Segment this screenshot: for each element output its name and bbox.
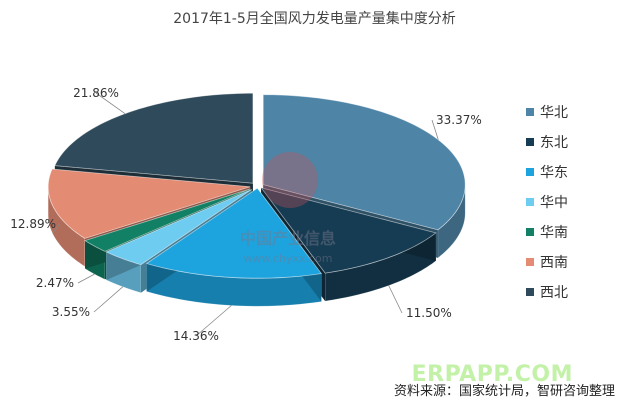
data-label-huabei: 33.37% (436, 113, 482, 127)
data-labels: 33.37% 11.50% 14.36% 3.55% 2.47% 12.89% 21.86% (10, 86, 482, 343)
chart-title: 2017年1-5月全国风力发电量产量集中度分析 (173, 11, 456, 27)
data-label-huazhong: 3.55% (52, 305, 90, 319)
slice-huadong (145, 187, 323, 279)
legend-label-xinan: 西南 (540, 255, 568, 271)
data-label-huanan: 2.47% (36, 276, 74, 290)
data-label-xinan: 12.89% (10, 217, 56, 231)
watermark-center-url: www.chyxx.com (243, 252, 332, 265)
leader-huazhong (93, 286, 124, 313)
center-watermark: 中国产业信息 www.chyxx.com (240, 152, 336, 265)
legend-swatch-xinan (526, 258, 534, 266)
slice-huazhong (105, 189, 252, 266)
legend-swatch-huabei (526, 108, 534, 116)
legend-swatch-xibei (526, 288, 534, 296)
leader-lines (52, 92, 439, 337)
leader-xibei (95, 92, 126, 114)
data-label-huadong: 14.36% (173, 329, 219, 343)
legend-swatch-huazhong (526, 198, 534, 206)
legend-label-huazhong: 华中 (540, 195, 568, 211)
legend-label-xibei: 西北 (540, 285, 568, 301)
legend-label-huabei: 华北 (540, 105, 568, 121)
slice-dongbei (260, 187, 437, 274)
leader-huanan (77, 273, 95, 284)
leader-huabei (431, 119, 439, 140)
data-label-xibei: 21.86% (73, 86, 119, 100)
legend-label-dongbei: 东北 (540, 135, 568, 151)
leader-xinan (52, 223, 61, 234)
legend-swatch-dongbei (526, 138, 534, 146)
leader-huadong (195, 305, 232, 337)
slice-huanan (84, 188, 251, 252)
watermark-logo-icon (262, 152, 318, 208)
watermark-center-text: 中国产业信息 (240, 229, 336, 248)
legend-swatch-huanan (526, 228, 534, 236)
legend-label-huadong: 华东 (540, 165, 568, 181)
source-note: 资料来源：国家统计局，智研咨询整理 (393, 384, 615, 399)
legend-swatch-huadong (526, 168, 534, 176)
data-label-dongbei: 11.50% (406, 306, 452, 320)
pie-tops (47, 92, 466, 279)
watermark-erpapp: ERPAPP.COM (411, 362, 573, 387)
legend-label-huanan: 华南 (540, 225, 568, 241)
leader-dongbei (388, 285, 403, 314)
slice-xinan (47, 168, 251, 239)
